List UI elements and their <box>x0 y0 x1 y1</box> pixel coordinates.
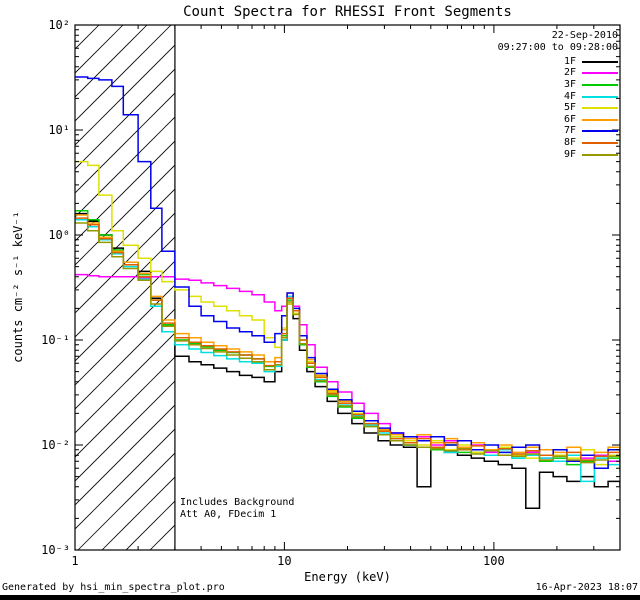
legend-label: 6F <box>563 113 576 125</box>
spectra-series-group <box>75 76 620 509</box>
legend-color-swatch <box>582 72 618 75</box>
spectrum-line-2f <box>75 273 620 463</box>
plot-annotations: Includes Background Att A0, FDecim 1 <box>180 497 294 521</box>
legend-color-swatch <box>582 130 618 133</box>
legend-item-4f: 4F <box>498 91 618 103</box>
spectrum-line-3f <box>75 210 620 473</box>
spectrum-line-1f <box>75 212 620 509</box>
y-tick-label: 10⁻¹ <box>41 333 70 347</box>
legend-label: 8F <box>563 136 576 148</box>
legend-label: 4F <box>563 90 576 102</box>
legend-label: 7F <box>563 125 576 137</box>
legend-label: 2F <box>563 67 576 79</box>
legend-item-2f: 2F <box>498 67 618 80</box>
legend-color-swatch <box>582 118 618 121</box>
y-tick-label: 10¹ <box>48 123 70 137</box>
legend-label: 1F <box>563 55 576 67</box>
y-tick-label: 10⁻² <box>41 438 70 452</box>
y-axis-title: counts cm⁻² s⁻¹ keV⁻¹ <box>11 211 25 363</box>
generated-by-text: Generated by hsi_min_spectra_plot.pro <box>2 582 225 593</box>
legend-color-swatch <box>582 83 618 86</box>
legend-color-swatch <box>582 153 618 156</box>
x-tick-label: 100 <box>483 554 505 568</box>
legend-color-swatch <box>582 107 618 110</box>
legend-item-1f: 1F <box>498 56 618 68</box>
legend-item-7f: 7F <box>498 125 618 138</box>
annotation-background: Includes Background <box>180 497 295 508</box>
legend-color-swatch <box>582 60 618 63</box>
hatched-attenuated-region <box>75 25 175 550</box>
x-tick-label: 10 <box>277 554 291 568</box>
legend-item-8f: 8F <box>498 137 618 149</box>
y-tick-label: 10⁰ <box>48 228 70 242</box>
generation-timestamp: 16-Apr-2023 18:07 <box>535 582 638 593</box>
window-bottom-bar <box>0 595 640 600</box>
x-tick-label: 1 <box>71 554 78 568</box>
annotation-attenuator: Att A0, FDecim 1 <box>180 509 277 520</box>
legend-item-9f: 9F <box>498 149 618 161</box>
spectrum-line-6f <box>75 214 620 459</box>
spectrum-line-9f <box>75 222 620 467</box>
plot-title: Count Spectra for RHESSI Front Segments <box>183 4 512 20</box>
y-tick-label: 10² <box>48 18 70 32</box>
legend-label: 5F <box>563 102 576 114</box>
legend-item-5f: 5F <box>498 102 618 114</box>
axis-ticks <box>74 24 620 551</box>
legend-color-swatch <box>582 141 618 144</box>
spectrum-line-4f <box>75 218 620 483</box>
legend: 22-Sep-2010 09:27:00 to 09:28:00 1F 2F 3F 4… <box>498 30 618 160</box>
y-tick-label: 10⁻³ <box>41 543 70 557</box>
obs-time-range: 09:27:00 to 09:28:00 <box>497 42 618 53</box>
legend-item-3f: 3F <box>498 79 618 91</box>
spectrum-line-7f <box>75 76 620 470</box>
legend-label: 3F <box>563 78 576 90</box>
legend-color-swatch <box>582 95 618 98</box>
legend-item-6f: 6F <box>498 114 618 126</box>
legend-label: 9F <box>563 148 576 160</box>
x-axis-title: Energy (keV) <box>304 570 391 584</box>
obs-date: 22-Sep-2010 <box>551 30 618 41</box>
